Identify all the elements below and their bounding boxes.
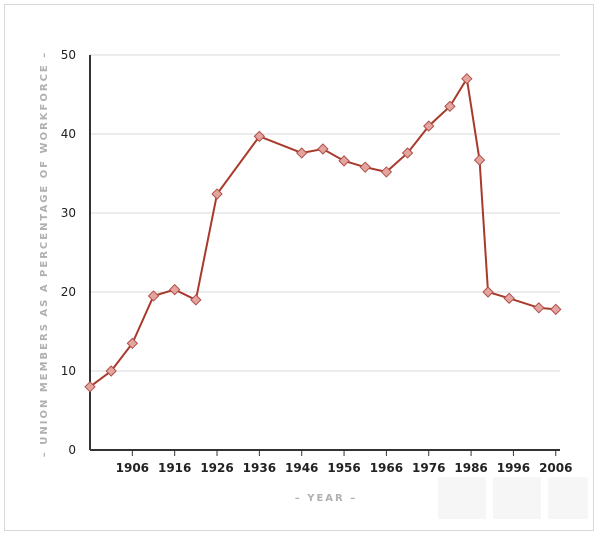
- x-tick-label: 1956: [327, 461, 360, 475]
- data-point: [482, 286, 494, 298]
- data-point: [105, 365, 117, 377]
- data-point: [380, 166, 393, 178]
- axes: [89, 55, 560, 456]
- chart-frame: 0 10 20 30 40 50 1906 1916 1926 1936 1946 1956 1966…: [4, 4, 594, 531]
- x-tick-label: 1946: [285, 461, 318, 475]
- x-tick-label: 2006: [539, 461, 572, 475]
- line-chart: 0 10 20 30 40 50 1906 1916 1926 1936 1946 1956 1966…: [39, 48, 573, 504]
- data-point: [533, 302, 545, 314]
- gridlines: [90, 54, 560, 372]
- y-tick-label: 0: [68, 443, 76, 457]
- y-tick-label: 30: [61, 206, 76, 220]
- data-point: [338, 155, 350, 167]
- x-tick-label: 1986: [454, 461, 487, 475]
- y-axis-label: – UNION MEMBERS AS A PERCENTAGE OF WORKF…: [39, 51, 50, 457]
- faint-panel: [548, 477, 588, 519]
- data-point: [317, 143, 329, 155]
- x-tick-label: 1906: [116, 461, 149, 475]
- data-point: [444, 100, 456, 113]
- x-tick-label: 1916: [158, 461, 191, 475]
- data-point: [550, 303, 562, 316]
- data-point: [253, 130, 266, 143]
- data-point: [401, 147, 414, 159]
- series-line: [89, 75, 556, 388]
- data-point: [126, 337, 139, 350]
- y-tick-label: 50: [61, 48, 76, 62]
- data-point: [190, 294, 202, 306]
- data-point: [423, 120, 435, 132]
- data-point: [296, 147, 308, 159]
- y-tick-label: 10: [61, 364, 76, 378]
- faint-panel: [493, 477, 541, 519]
- data-point: [461, 72, 473, 85]
- x-tick-label: 1996: [497, 461, 530, 475]
- data-point: [211, 188, 223, 200]
- x-axis-label: – YEAR –: [295, 493, 357, 504]
- y-tick-labels: 0 10 20 30 40 50: [61, 48, 76, 457]
- data-point: [473, 154, 486, 166]
- faint-panel: [438, 477, 486, 519]
- data-point: [503, 292, 515, 305]
- y-tick-label: 20: [61, 285, 76, 299]
- x-tick-label: 1976: [412, 461, 445, 475]
- x-tick-label: 1966: [370, 461, 403, 475]
- y-tick-label: 40: [61, 127, 76, 141]
- x-tick-labels: 1906 1916 1926 1936 1946 1956 1966 1976 1986 1996…: [116, 461, 573, 475]
- series-markers: [84, 72, 562, 393]
- data-point: [168, 283, 181, 296]
- data-point: [147, 290, 160, 302]
- data-point: [359, 161, 371, 173]
- x-tick-label: 1926: [200, 461, 233, 475]
- data-point: [84, 381, 96, 393]
- x-tick-label: 1936: [243, 461, 276, 475]
